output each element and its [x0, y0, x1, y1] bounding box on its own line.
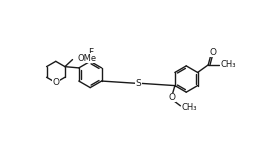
Text: O: O	[209, 48, 216, 57]
Text: O: O	[169, 93, 176, 102]
Text: CH₃: CH₃	[220, 60, 235, 69]
Text: OMe: OMe	[77, 54, 96, 63]
Text: F: F	[88, 48, 93, 57]
Text: S: S	[135, 79, 141, 88]
Text: O: O	[52, 78, 59, 87]
Text: CH₃: CH₃	[182, 103, 198, 112]
